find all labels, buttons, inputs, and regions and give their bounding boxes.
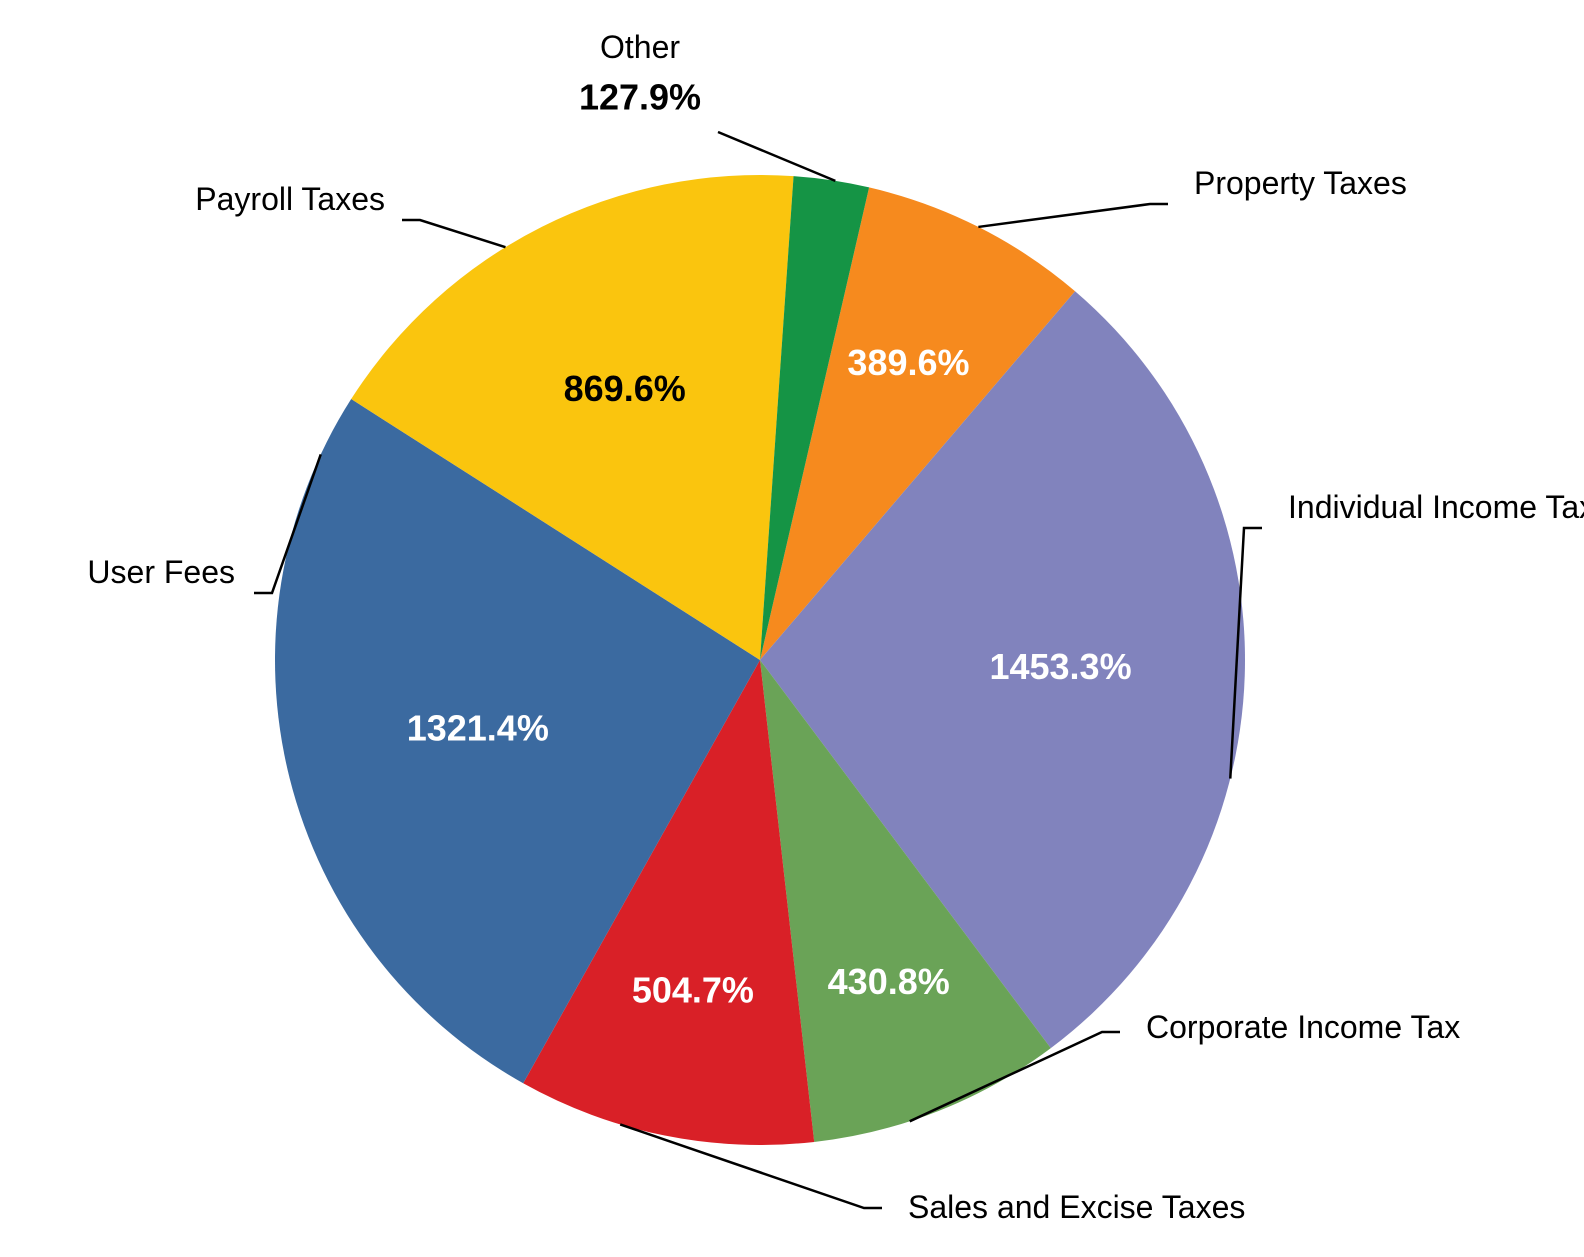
leader-line-property-taxes	[978, 204, 1168, 227]
slice-label-property-taxes: Property Taxes	[1194, 165, 1407, 201]
pie-chart-container: 389.6% 1453.3% 430.8% 504.7% 1321.4% 869.6% 12…	[0, 0, 1584, 1257]
slice-value-sales-and-excise-taxes: 504.7%	[632, 969, 754, 1010]
slice-value-individual-income-taxes: 1453.3%	[989, 646, 1131, 687]
leader-line-other	[718, 132, 835, 181]
pie-chart-svg: 389.6% 1453.3% 430.8% 504.7% 1321.4% 869.6% 12…	[0, 0, 1584, 1257]
slice-value-other: 127.9%	[579, 77, 701, 118]
slice-value-corporate-income-tax: 430.8%	[828, 961, 950, 1002]
leader-line-payroll-taxes	[402, 220, 505, 247]
slice-value-payroll-taxes: 869.6%	[564, 368, 686, 409]
slice-value-property-taxes: 389.6%	[847, 342, 969, 383]
slice-label-corporate-income-tax: Corporate Income Tax	[1146, 1009, 1460, 1045]
slice-label-sales-and-excise-taxes: Sales and Excise Taxes	[908, 1189, 1245, 1225]
slice-label-payroll-taxes: Payroll Taxes	[195, 181, 385, 217]
slice-label-individual-income-taxes: Individual Income Taxes	[1288, 489, 1584, 525]
slice-label-user-fees: User Fees	[87, 554, 235, 590]
slice-label-other: Other	[600, 29, 680, 65]
slice-value-user-fees: 1321.4%	[407, 707, 549, 748]
